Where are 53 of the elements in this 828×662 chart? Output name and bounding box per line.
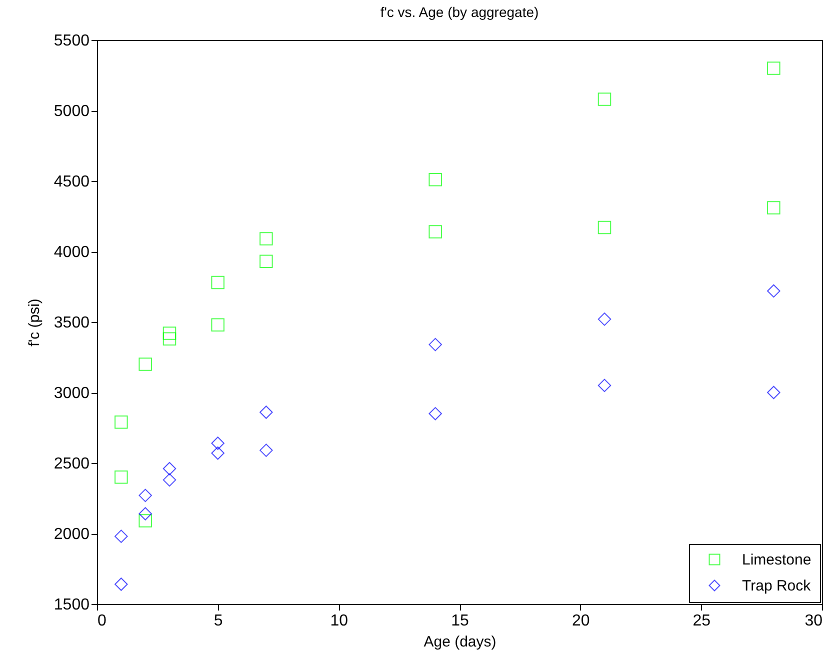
x-tick-label: 0 [98,612,106,630]
point [211,276,224,290]
point [767,284,780,298]
point [260,406,273,419]
x-tick-label: 25 [692,612,711,630]
point [211,436,224,450]
point [162,473,176,487]
y-tick-label: 1500 [54,596,90,614]
y-tick-label: 2000 [54,526,90,543]
point [260,232,273,246]
point [428,225,442,238]
x-axis-title: Age (days) [424,634,496,650]
point [260,444,273,457]
x-tick-label: 20 [572,612,590,630]
point [767,201,780,214]
point [598,92,612,106]
legend-label: Trap Rock [742,578,812,594]
point [211,318,224,332]
point [598,220,612,234]
point [162,462,176,476]
point [114,578,128,591]
point [767,386,780,400]
x-tick-label: 5 [214,612,223,630]
point [598,378,612,392]
y-tick-label: 3500 [54,314,90,332]
point [138,507,152,520]
point [598,312,612,326]
x-tick-label: 15 [451,612,469,630]
y-tick-label: 4000 [54,244,90,261]
chart-title: f'c vs. Age (by aggregate) [380,4,539,20]
point [211,446,224,460]
point [428,172,442,186]
point [428,338,442,352]
x-tick-label: 10 [330,612,348,630]
point [767,62,780,75]
point [138,358,152,371]
point [114,415,128,429]
point [138,514,152,528]
y-tick-label: 5000 [54,103,90,120]
y-tick-label: 4500 [54,174,90,190]
y-axis-title: f'c (psi) [26,298,43,346]
legend-label: Limestone [742,552,812,568]
point [162,332,176,346]
x-tick-label: 30 [804,612,823,630]
y-tick-label: 2500 [54,456,90,472]
point [114,530,128,543]
point [114,470,128,484]
point [428,407,442,420]
point [260,254,273,268]
point [162,326,176,340]
point [138,488,152,502]
y-tick-label: 3000 [54,385,90,402]
y-tick-label: 5500 [54,32,90,50]
